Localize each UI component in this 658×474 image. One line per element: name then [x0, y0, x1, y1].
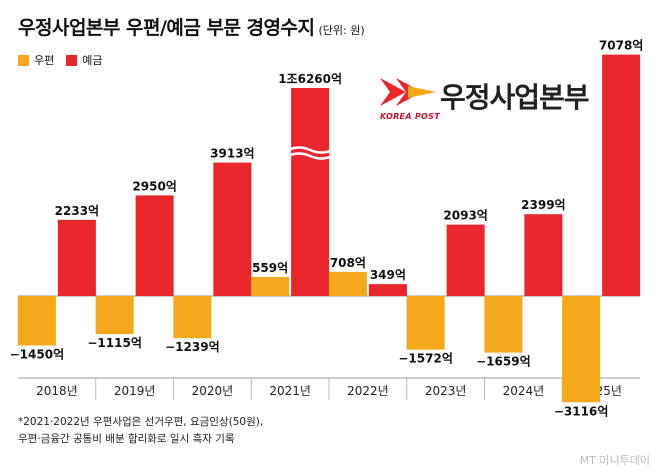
value-label: −1450억: [10, 347, 65, 361]
bar-deposit: [213, 162, 252, 296]
bar-deposit: [602, 54, 641, 297]
category-label: 2018년: [36, 384, 78, 398]
chart-title: 우정사업본부 우편/예금 부문 경영수지 (단위: 원): [18, 13, 365, 40]
value-label: 2233억: [55, 204, 99, 218]
legend: 우편 예금: [18, 52, 115, 68]
bar-post: [173, 296, 212, 339]
footnote-line-1: *2021·2022년 우편사업은 선거우편, 요금인상(50원),: [18, 416, 264, 428]
bar-post: [17, 296, 56, 346]
bar-post: [562, 296, 601, 403]
bar-deposit: [291, 88, 330, 296]
category-label: 2022년: [347, 384, 389, 398]
category-label: 2024년: [503, 384, 545, 398]
category-label: 2019년: [114, 384, 156, 398]
value-label: 1조6260억: [278, 72, 342, 86]
bar-post: [406, 296, 445, 350]
value-label: 3913억: [210, 147, 254, 161]
value-label: −3116억: [554, 404, 609, 418]
legend-swatch-post: [18, 54, 29, 66]
bar-deposit: [135, 195, 174, 296]
category-label: 2020년: [192, 384, 234, 398]
legend-item-deposit: 예금: [66, 52, 103, 68]
value-label: 559억: [252, 261, 288, 275]
logo-wordmark: 우정사업본부: [440, 81, 590, 114]
value-label: 2399억: [521, 198, 565, 212]
bar-deposit: [524, 214, 563, 296]
bar-post: [484, 296, 523, 353]
unit-label: (단위: 원): [318, 24, 365, 37]
value-label: 2093억: [443, 209, 487, 223]
value-label: −1659억: [476, 355, 531, 369]
korea-post-logo: 우정사업본부 KOREA POST: [378, 72, 608, 124]
bar-post: [251, 276, 290, 296]
value-label: 2950억: [132, 179, 176, 193]
footnote: *2021·2022년 우편사업은 선거우편, 요금인상(50원), 우편·금융…: [18, 414, 263, 448]
value-label: 708억: [330, 256, 366, 270]
axis-break-mark: [287, 146, 333, 154]
category-label: 2023년: [425, 384, 467, 398]
value-label: −1572억: [398, 352, 453, 366]
source-credit: MT 머니투데이: [579, 454, 650, 467]
value-label: −1115억: [87, 336, 142, 350]
value-label: −1239억: [165, 340, 220, 354]
legend-item-post: 우편: [18, 52, 54, 68]
title-text: 우정사업본부 우편/예금 부문 경영수지: [18, 17, 315, 39]
value-label: 349억: [370, 268, 406, 282]
bar-deposit: [368, 284, 407, 296]
footnote-line-2: 우편·금융간 공통비 배분 합리화로 일시 흑자 기록: [18, 433, 235, 445]
korea-post-emblem-icon: [380, 78, 436, 106]
legend-swatch-deposit: [66, 54, 78, 66]
category-label: 2021년: [269, 384, 311, 398]
bar-deposit: [57, 219, 96, 296]
legend-label-deposit: 예금: [82, 54, 103, 67]
bar-post: [95, 296, 134, 335]
bar-deposit: [446, 224, 485, 296]
bar-post: [328, 271, 367, 296]
legend-label-post: 우편: [34, 54, 55, 67]
value-label: 7078억: [599, 39, 643, 53]
axis-break-mark: [287, 152, 333, 160]
logo-subtext: KOREA POST: [380, 112, 440, 121]
